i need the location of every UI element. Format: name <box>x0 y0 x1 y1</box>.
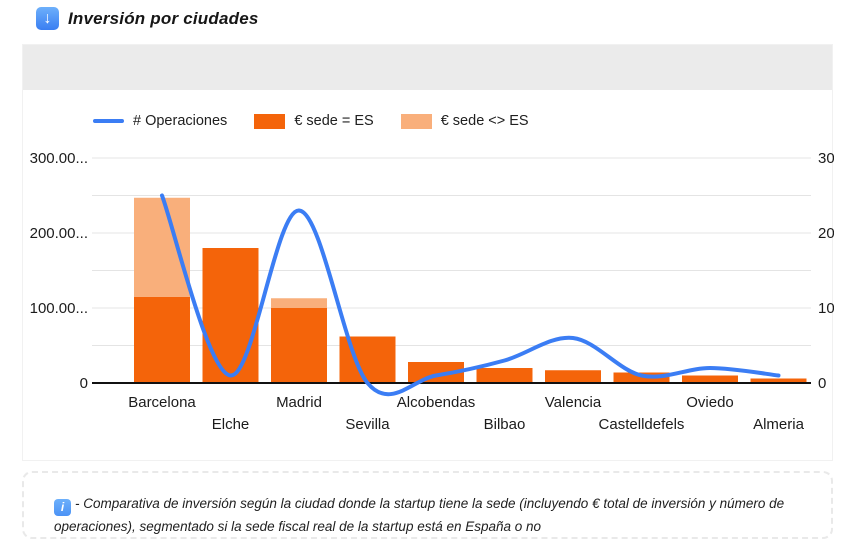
caption-box: i- Comparativa de inversión según la ciu… <box>22 471 833 539</box>
x-axis-label-oviedo: Oviedo <box>686 394 734 411</box>
left-axis-tick-label: 100.00... <box>30 300 88 317</box>
chart-legend: # Operaciones € sede = ES € sede <> ES <box>93 113 832 129</box>
right-axis-tick-label: 20 <box>818 225 834 242</box>
chart-card: # Operaciones € sede = ES € sede <> ES 0… <box>22 44 834 461</box>
section-header: ↓ Inversión por ciudades <box>36 7 259 30</box>
bar-barcelona-sede-es[interactable] <box>134 296 190 383</box>
page-title: Inversión por ciudades <box>68 8 259 28</box>
x-axis-label-valencia: Valencia <box>545 394 602 411</box>
x-axis-label-barcelona: Barcelona <box>128 394 196 411</box>
x-axis-label-bilbao: Bilbao <box>484 416 526 433</box>
legend-label-operaciones: # Operaciones <box>133 113 228 129</box>
right-axis-tick-label: 10 <box>818 300 834 317</box>
caption-text: - Comparativa de inversión según la ciud… <box>54 496 785 534</box>
bar-alcobendas-sede-es[interactable] <box>408 362 464 383</box>
bar-almeria-sede-es[interactable] <box>750 378 807 384</box>
left-axis-tick-label: 0 <box>80 375 88 392</box>
legend-label-sede-no-es: € sede <> ES <box>440 113 529 129</box>
bar-sevilla-sede-es[interactable] <box>339 336 396 384</box>
bar-elche-sede-es[interactable] <box>202 248 259 383</box>
right-axis-tick-label: 30 <box>818 150 834 167</box>
orange-box-swatch-icon <box>254 113 286 129</box>
x-axis-label-castelldefels: Castelldefels <box>599 416 685 433</box>
light-orange-box-swatch-icon <box>400 113 432 129</box>
bar-castelldefels-sede-es[interactable] <box>613 372 670 384</box>
operations-line[interactable] <box>160 193 781 397</box>
line-swatch-icon <box>93 119 124 123</box>
x-axis-label-sevilla: Sevilla <box>345 416 390 433</box>
chart-canvas[interactable]: 0 100.00... 200.00... 300.00... 0 10 20 30 Barce… <box>23 145 834 445</box>
bar-madrid-sede-es[interactable] <box>271 308 327 383</box>
legend-label-sede-es: € sede = ES <box>294 113 374 129</box>
x-axis-label-madrid: Madrid <box>276 394 322 411</box>
bar-madrid-sede-no-es[interactable] <box>271 298 327 308</box>
x-axis-label-almeria: Almeria <box>753 416 805 433</box>
left-axis-tick-label: 300.00... <box>30 150 88 167</box>
right-axis-tick-label: 0 <box>818 375 826 392</box>
bar-barcelona-sede-no-es[interactable] <box>134 197 190 297</box>
x-axis-label-alcobendas: Alcobendas <box>397 394 475 411</box>
legend-item-sede-no-es[interactable]: € sede <> ES <box>400 113 529 129</box>
info-icon: i <box>54 499 71 516</box>
x-axis-label-elche: Elche <box>212 416 250 433</box>
bar-bilbao-sede-es[interactable] <box>476 368 533 383</box>
download-arrow-icon: ↓ <box>36 7 59 30</box>
legend-item-operaciones[interactable]: # Operaciones <box>93 113 227 129</box>
bar-valencia-sede-es[interactable] <box>545 370 601 383</box>
left-axis-tick-label: 200.00... <box>30 225 88 242</box>
bar-oviedo-sede-es[interactable] <box>682 375 738 384</box>
legend-item-sede-es[interactable]: € sede = ES <box>254 113 374 129</box>
chart-toolbar <box>23 45 832 90</box>
